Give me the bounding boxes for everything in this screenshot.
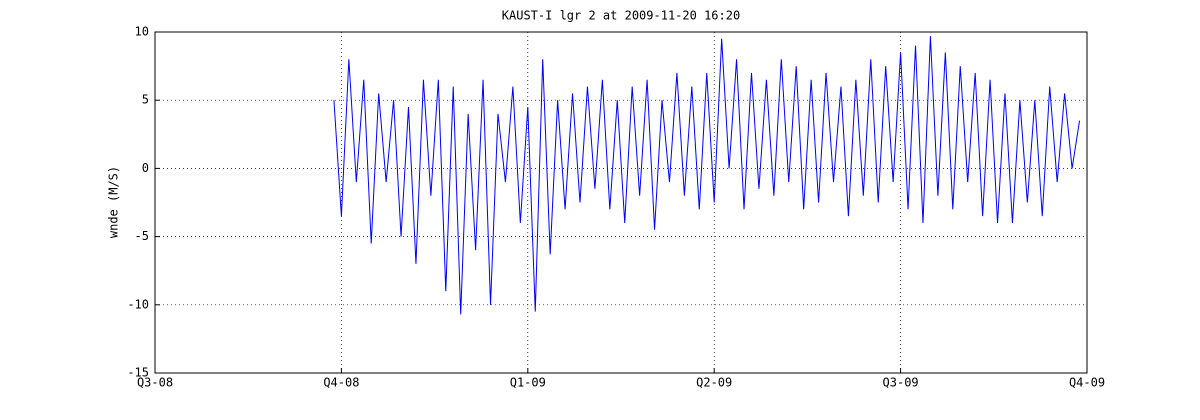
y-axis-label: wnde (M/S) [107,166,121,238]
x-tick-label: Q4-09 [1069,376,1105,390]
data-line [333,36,1081,315]
x-tick-label: Q4-08 [323,376,359,390]
y-tick-label: 10 [135,25,149,39]
x-tick-label: Q3-08 [137,376,173,390]
y-tick-label: 5 [142,93,149,107]
chart-title: KAUST-I lgr 2 at 2009-11-20 16:20 [502,9,740,23]
plot-frame [154,31,1088,374]
y-tick-label: 0 [142,161,149,175]
x-tick-label: Q2-09 [696,376,732,390]
y-tick-label: -5 [135,229,149,243]
y-tick-label: -15 [127,366,149,380]
x-tick-label: Q1-09 [510,376,546,390]
x-tick-label: Q3-09 [883,376,919,390]
y-tick-label: -10 [127,297,149,311]
